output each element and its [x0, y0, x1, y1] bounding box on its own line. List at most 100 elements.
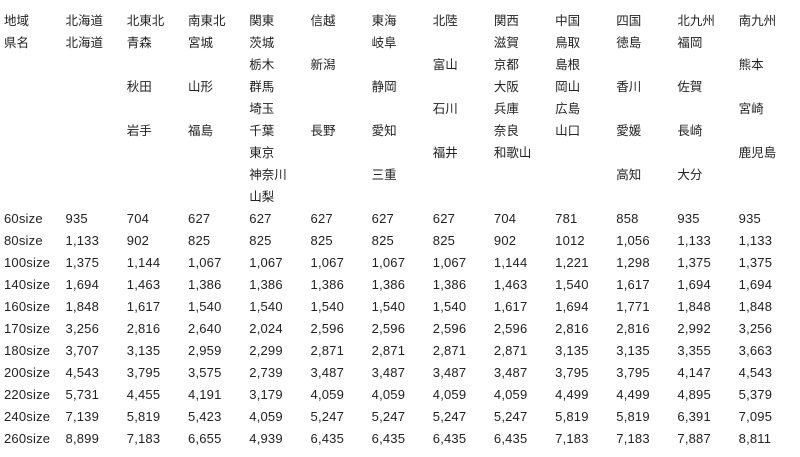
prefecture-row: 神奈川 三重 高知 大分: [4, 164, 800, 186]
prefecture-cell: [127, 98, 188, 120]
rate-cell: 2,596: [493, 321, 528, 336]
rate-cell: 2,992: [677, 321, 711, 336]
rate-cell: 6,655: [188, 431, 222, 446]
rate-cell: 3,135: [555, 343, 589, 358]
rate-cell: 2,596: [310, 321, 345, 336]
rate-cell: 4,059: [432, 387, 467, 402]
prefecture-cell: 宮城: [188, 35, 214, 50]
prefecture-cell: [677, 142, 738, 164]
prefecture-cell: 秋田: [126, 79, 152, 94]
rate-cell: 1,386: [188, 277, 222, 292]
size-label: 260size: [4, 431, 51, 446]
prefecture-cell: [739, 164, 800, 186]
region-header-row: 地域 北海道 北東北 南東北 関東 信越 東海 北陸 関西 中国 四国 北九州 南九州: [4, 10, 800, 32]
rate-cell: 1,617: [616, 277, 650, 292]
rate-cell: 3,487: [310, 365, 345, 380]
rate-cell: 627: [249, 211, 272, 226]
rate-cell: 5,819: [555, 409, 589, 424]
prefecture-cell: 富山: [432, 57, 458, 72]
rate-cell: 1,056: [616, 233, 650, 248]
rate-cell: 4,059: [310, 387, 345, 402]
prefecture-cell: [127, 164, 188, 186]
prefecture-label: [4, 142, 66, 164]
prefecture-cell: 鳥取: [555, 35, 581, 50]
rate-cell: 5,819: [616, 409, 650, 424]
rate-cell: 1,386: [310, 277, 345, 292]
region-header: 北陸: [432, 13, 458, 28]
rate-cell: 1,540: [188, 299, 222, 314]
rate-cell: 4,499: [555, 387, 589, 402]
rate-cell: 1,375: [738, 255, 773, 270]
prefecture-cell: [127, 186, 188, 208]
rate-cell: 3,795: [616, 365, 650, 380]
prefecture-row: 秋田 山形 群馬 静岡 大阪 岡山 香川 佐賀: [4, 76, 800, 98]
prefecture-cell: 島根: [555, 57, 581, 72]
prefecture-cell: 鹿児島: [738, 145, 777, 160]
rate-cell: 2,816: [126, 321, 161, 336]
rate-cell: 7,139: [65, 409, 100, 424]
prefecture-label: [4, 98, 66, 120]
region-header: 東海: [371, 13, 397, 28]
prefecture-cell: 長野: [310, 123, 336, 138]
region-header: 南九州: [738, 13, 777, 28]
size-label: 170size: [4, 321, 51, 336]
prefecture-cell: 山梨: [249, 189, 275, 204]
prefecture-cell: 広島: [555, 101, 581, 116]
prefecture-row: 埼玉 石川 兵庫 広島 宮崎: [4, 98, 800, 120]
prefecture-cell: [677, 98, 738, 120]
prefecture-cell: [616, 142, 677, 164]
prefecture-cell: 岩手: [126, 123, 152, 138]
rate-cell: 2,816: [555, 321, 589, 336]
rate-cell: 3,135: [126, 343, 161, 358]
prefecture-cell: [372, 142, 433, 164]
size-label: 80size: [4, 233, 43, 248]
rate-cell: 4,059: [249, 409, 283, 424]
shipping-rate-table: 地域 北海道 北東北 南東北 関東 信越 東海 北陸 関西 中国 四国 北九州 南九州 県名 北海道 青森…: [4, 10, 800, 450]
rate-cell: 1,133: [738, 233, 773, 248]
rate-cell: 825: [188, 233, 211, 248]
rate-cell: 1,133: [677, 233, 711, 248]
rate-cell: 4,543: [65, 365, 100, 380]
rate-cell: 1,540: [249, 299, 283, 314]
rate-cell: 1,375: [65, 255, 100, 270]
prefecture-cell: 熊本: [738, 57, 764, 72]
rate-cell: 1,386: [371, 277, 406, 292]
prefecture-cell: [66, 98, 127, 120]
prefecture-cell: [311, 76, 372, 98]
prefecture-row: 山梨: [4, 186, 800, 208]
rate-cell: 2,871: [493, 343, 528, 358]
prefecture-cell: [66, 54, 127, 76]
prefecture-cell: 福井: [432, 145, 458, 160]
rate-cell: 4,059: [371, 387, 406, 402]
rate-cell: 3,487: [432, 365, 467, 380]
rate-cell: 1,298: [616, 255, 650, 270]
prefecture-cell: 大阪: [493, 79, 519, 94]
rate-cell: 1,144: [493, 255, 528, 270]
rate-cell: 6,435: [371, 431, 406, 446]
prefecture-cell: [616, 98, 677, 120]
prefecture-cell: 愛知: [371, 123, 397, 138]
prefecture-cell: [739, 120, 800, 142]
prefecture-cell: 岐阜: [371, 35, 397, 50]
rate-cell: 7,887: [677, 431, 711, 446]
rate-cell: 2,299: [249, 343, 283, 358]
prefecture-cell: [372, 98, 433, 120]
rate-cell: 5,731: [65, 387, 100, 402]
rate-cell: 2,871: [371, 343, 406, 358]
prefecture-cell: [311, 186, 372, 208]
rate-cell: 5,247: [310, 409, 345, 424]
prefecture-cell: [188, 98, 249, 120]
prefecture-cell: 滋賀: [493, 35, 519, 50]
prefecture-cell: 山口: [555, 123, 581, 138]
region-header: 信越: [310, 13, 336, 28]
rate-cell: 1,463: [126, 277, 161, 292]
rate-cell: 8,899: [65, 431, 100, 446]
prefecture-cell: 佐賀: [677, 79, 703, 94]
prefecture-cell: [372, 54, 433, 76]
rate-cell: 858: [616, 211, 639, 226]
prefecture-cell: [66, 186, 127, 208]
rate-cell: 4,059: [493, 387, 528, 402]
rate-row: 100size 1,375 1,144 1,067 1,067 1,067 1,067 1,0…: [4, 252, 800, 274]
prefecture-cell: [555, 142, 616, 164]
rate-cell: 1,386: [432, 277, 467, 292]
